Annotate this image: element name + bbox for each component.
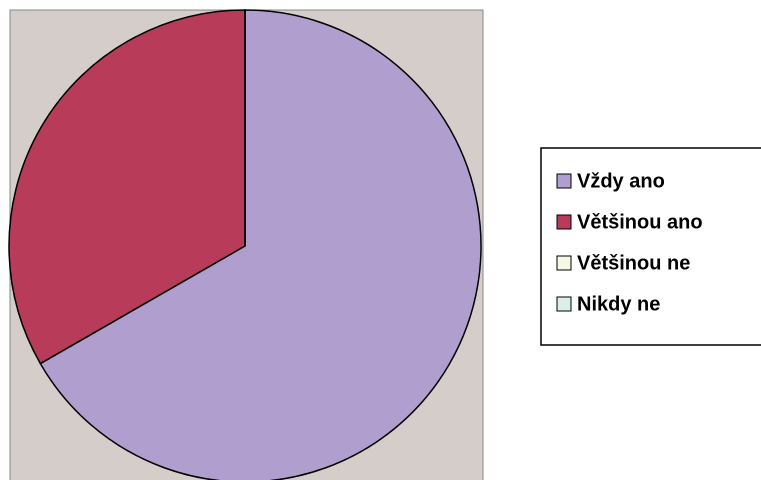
legend-swatch (556, 214, 572, 230)
legend (540, 147, 761, 346)
legend-swatch (556, 255, 572, 271)
pie-slice (8, 9, 246, 365)
legend-swatch (556, 296, 572, 312)
legend-label: Většinou ano (577, 211, 703, 233)
legend-label: Většinou ne (577, 252, 690, 274)
legend-swatch (556, 173, 572, 189)
legend-label: Vždy ano (577, 170, 665, 192)
pie-slice (39, 9, 482, 480)
legend-label: Nikdy ne (577, 293, 660, 315)
